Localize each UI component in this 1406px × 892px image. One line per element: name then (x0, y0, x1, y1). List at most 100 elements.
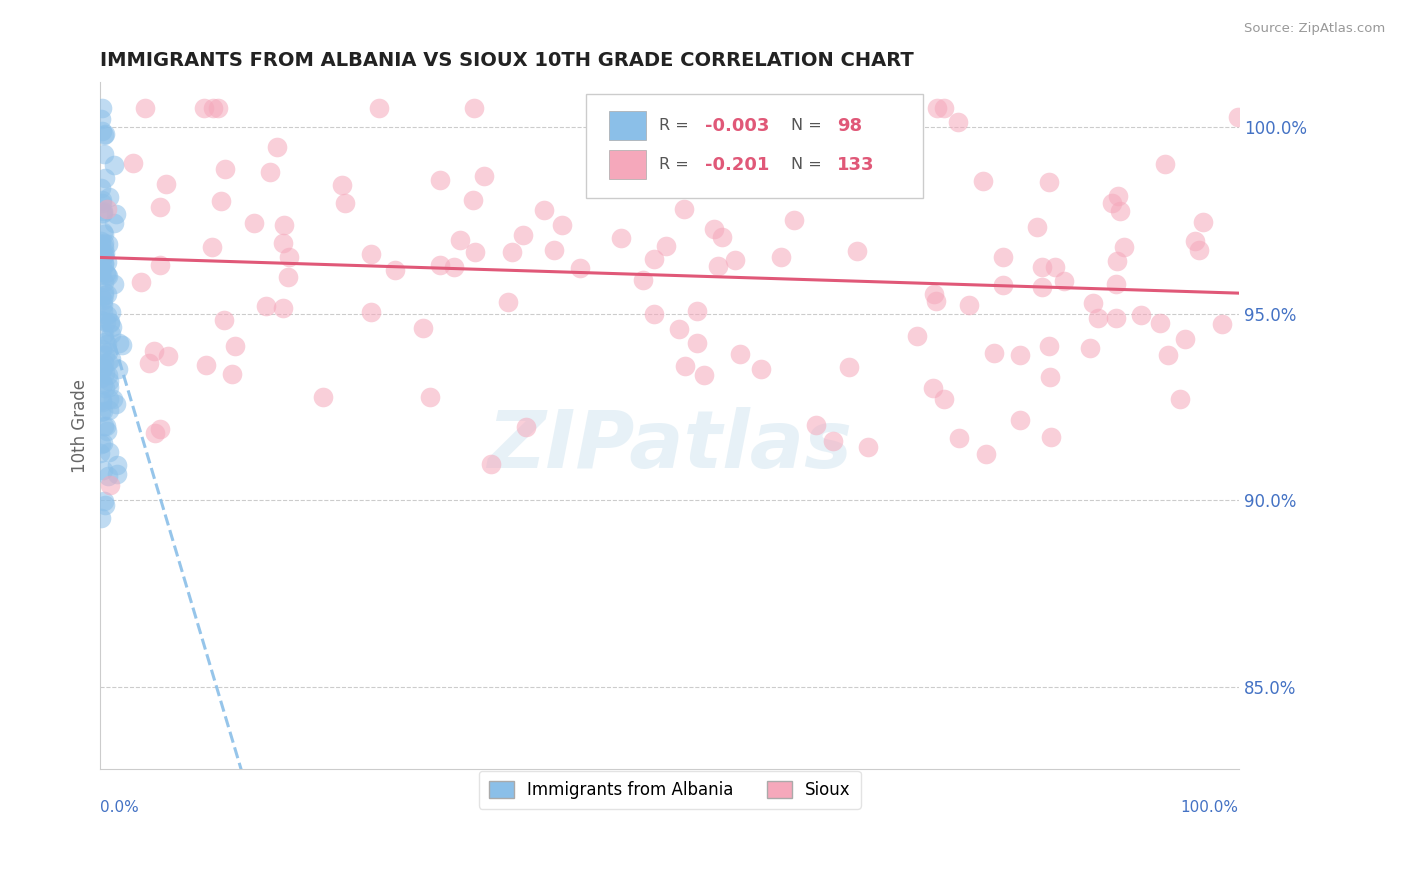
Point (922, 381, 945, 395)
Text: 133: 133 (837, 156, 875, 174)
Point (121, 156, 143, 170)
Point (93, 127, 115, 141)
Point (96, 336, 118, 351)
Point (259, 165, 281, 179)
Point (368, 102, 391, 116)
Point (202, 102, 225, 116)
Point (728, 347, 751, 361)
Point (932, 392, 955, 407)
Point (429, 258, 451, 272)
Text: R =: R = (659, 118, 695, 133)
Point (610, 231, 633, 245)
Point (905, 329, 928, 343)
Point (94, 366, 117, 380)
Point (991, 277, 1014, 292)
Point (90, 263, 112, 277)
Point (384, 263, 406, 277)
Point (100, 305, 122, 319)
Point (412, 321, 434, 335)
Point (93, 235, 115, 250)
Point (1184, 235, 1206, 249)
Point (631, 272, 654, 286)
Point (93, 248, 115, 262)
Point (91, 102, 114, 116)
Point (93, 128, 115, 142)
Point (845, 244, 868, 258)
Point (512, 228, 534, 243)
Point (884, 178, 907, 192)
Point (461, 194, 484, 208)
Text: ZIPatlas: ZIPatlas (486, 408, 852, 485)
Point (479, 457, 502, 471)
Point (91, 360, 114, 375)
Point (91, 206, 114, 220)
Point (98, 403, 121, 417)
Point (925, 293, 948, 308)
Point (90, 312, 112, 326)
Point (91, 435, 114, 450)
Point (1226, 110, 1249, 124)
Point (214, 162, 236, 177)
Point (693, 368, 716, 383)
Point (103, 158, 125, 172)
Point (93, 227, 115, 242)
Point (157, 349, 180, 363)
Point (96, 315, 118, 329)
Point (449, 233, 471, 247)
Point (149, 422, 172, 436)
Point (93, 297, 115, 311)
Point (212, 313, 235, 327)
Text: N =: N = (792, 157, 827, 172)
Point (101, 320, 124, 334)
Point (97, 392, 120, 406)
Point (93, 247, 115, 261)
Point (443, 260, 465, 275)
Point (93, 257, 115, 271)
Point (221, 367, 243, 381)
Point (91, 377, 114, 392)
Point (783, 212, 806, 227)
Point (91, 293, 114, 307)
Point (96, 286, 118, 301)
Point (91, 124, 114, 138)
Point (551, 218, 574, 232)
Point (330, 178, 353, 192)
Point (90, 236, 112, 251)
Point (94, 335, 117, 350)
Point (94, 347, 117, 361)
Point (271, 301, 294, 315)
Point (703, 222, 725, 236)
Point (686, 335, 709, 350)
Point (98, 379, 121, 393)
Point (254, 299, 277, 313)
Point (91, 249, 114, 263)
Text: -0.003: -0.003 (704, 117, 769, 135)
Point (643, 252, 665, 267)
Point (97, 344, 120, 359)
Point (655, 239, 678, 253)
Point (1104, 277, 1126, 291)
Point (463, 102, 485, 116)
Point (90, 371, 112, 385)
Point (823, 434, 845, 449)
Point (90, 510, 112, 524)
Point (1101, 195, 1123, 210)
Point (1087, 310, 1109, 325)
Point (1107, 189, 1129, 203)
Point (90, 234, 112, 248)
Point (429, 173, 451, 187)
Point (93, 327, 115, 342)
Point (825, 139, 848, 153)
Text: IMMIGRANTS FROM ALBANIA VS SIOUX 10TH GRADE CORRELATION CHART: IMMIGRANTS FROM ALBANIA VS SIOUX 10TH GR… (100, 51, 914, 70)
Point (624, 102, 647, 116)
Point (97, 368, 120, 383)
Point (91, 263, 114, 277)
Point (1105, 311, 1128, 326)
Point (243, 216, 266, 230)
Point (90, 436, 112, 450)
Point (93, 361, 115, 376)
Point (105, 467, 128, 482)
Point (108, 336, 131, 351)
Point (96, 202, 118, 216)
Point (643, 307, 665, 321)
